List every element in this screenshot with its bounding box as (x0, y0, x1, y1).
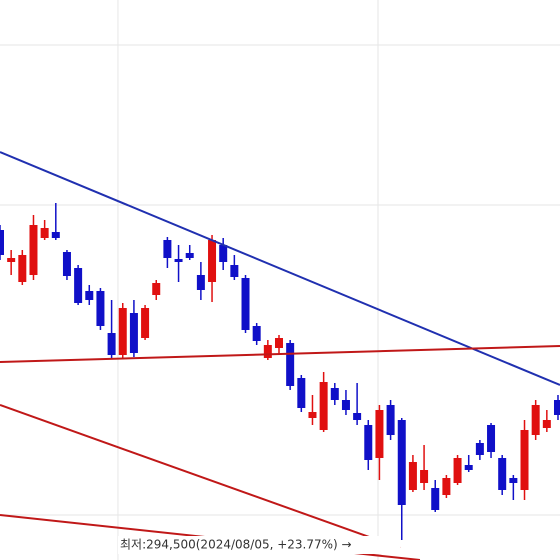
candle-body (7, 258, 16, 262)
candle-body (408, 462, 417, 490)
candle-body (107, 333, 116, 355)
candle-body (62, 252, 71, 276)
candle-body (509, 478, 518, 483)
candle-body (442, 478, 451, 495)
candle-body (29, 225, 38, 275)
trend-line (0, 151, 560, 386)
candle-body (498, 458, 507, 490)
candle-body (364, 425, 373, 460)
candle-body (40, 228, 49, 238)
candle-body (297, 378, 306, 408)
trend-line (0, 404, 401, 549)
candle-body (118, 308, 127, 355)
candle-body (453, 458, 462, 483)
candle-body (330, 388, 339, 400)
candle-body (51, 232, 60, 238)
candle-body (241, 278, 250, 330)
candle-body (96, 291, 105, 326)
candle-body (263, 345, 272, 358)
candle-body (520, 430, 529, 490)
candle-body (341, 400, 350, 410)
candle-body (420, 470, 429, 483)
candle-body (163, 240, 172, 258)
candle-body (230, 265, 239, 277)
candle-body (129, 313, 138, 353)
candle-body (553, 400, 560, 415)
candle-body (152, 283, 161, 295)
candle-body (219, 245, 228, 262)
candle-body (0, 230, 4, 255)
annotation-bg (118, 536, 400, 554)
candle-body (252, 326, 261, 341)
candle-body (74, 268, 83, 303)
candle-body (274, 338, 283, 348)
candle-body (375, 410, 384, 458)
candle-body (475, 443, 484, 455)
candle-body (85, 291, 94, 300)
candle-body (319, 382, 328, 430)
candle-body (308, 412, 317, 418)
candle-body (487, 425, 496, 452)
candle-body (431, 488, 440, 510)
candle-body (174, 259, 183, 262)
candle-body (196, 275, 205, 290)
candle-body (397, 420, 406, 505)
candle-body (353, 413, 362, 420)
candle-body (208, 240, 217, 282)
candle-body (286, 343, 295, 386)
candle-body (141, 308, 150, 338)
candle-body (531, 405, 540, 435)
candle-body (185, 253, 194, 258)
candle-body (18, 255, 27, 282)
candle-body (464, 465, 473, 470)
annotation: 최저:294,500(2024/08/05, +23.77%) → (120, 538, 352, 552)
candle-body (386, 405, 395, 435)
trend-line (0, 345, 560, 363)
candle-body (542, 420, 551, 428)
